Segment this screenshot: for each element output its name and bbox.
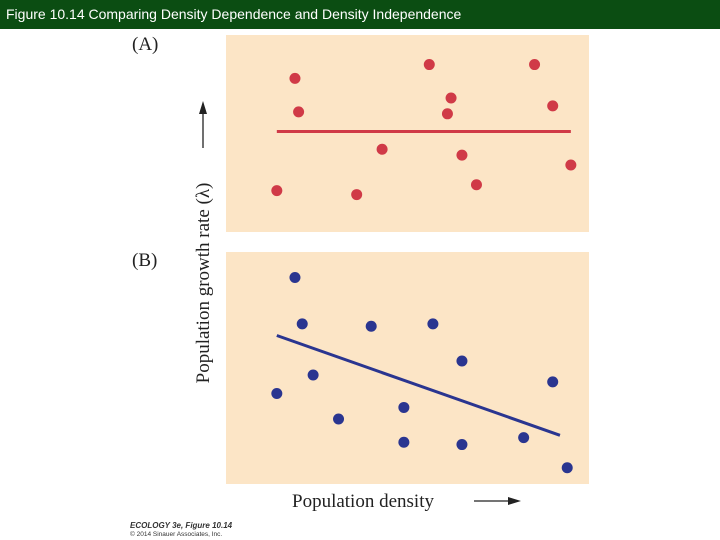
panel-b-data-point — [456, 439, 468, 451]
panel-b-label: (B) — [132, 250, 157, 271]
panel-a-data-point — [547, 100, 559, 112]
panel-b-data-point — [456, 355, 468, 367]
y-axis-arrowhead — [199, 101, 207, 114]
panel-a-plot — [271, 59, 577, 201]
panel-b-data-point — [561, 462, 573, 474]
panel-a-data-point — [423, 59, 435, 71]
panel-a-data-point — [351, 189, 363, 201]
panel-b-background — [226, 252, 589, 484]
panel-a-data-point — [271, 185, 283, 197]
panel-a-data-point — [529, 59, 541, 71]
panel-a-data-point — [445, 92, 457, 104]
panel-b-data-point — [427, 318, 439, 330]
panel-b-data-point — [398, 401, 410, 413]
panel-a-data-point — [293, 106, 305, 118]
credit-line-1: ECOLOGY 3e, Figure 10.14 — [130, 521, 233, 530]
panel-b-plot — [271, 272, 573, 474]
panel-a-data-point — [470, 179, 482, 191]
panel-a-data-point — [289, 72, 301, 84]
panel-a-data-point — [441, 108, 453, 120]
panel-b-data-point — [518, 432, 530, 444]
panel-a-data-point — [376, 143, 388, 155]
panel-b-data-point — [271, 388, 283, 400]
x-axis-label: Population density — [292, 491, 434, 512]
panel-a-data-point — [456, 149, 468, 161]
panel-b-data-point — [398, 436, 410, 448]
credit-line-2: © 2014 Sinauer Associates, Inc. — [130, 531, 223, 538]
panel-b-data-point — [307, 369, 319, 381]
y-axis-label: Population growth rate (λ) — [193, 183, 214, 384]
page-title: Figure 10.14 Comparing Density Dependenc… — [6, 6, 462, 22]
panel-b-trend-line — [276, 334, 561, 437]
title-bar: Figure 10.14 Comparing Density Dependenc… — [0, 0, 720, 29]
panel-a-background — [226, 35, 589, 232]
panel-b-data-point — [365, 320, 377, 332]
x-axis-arrowhead — [508, 497, 521, 505]
panel-a-label: (A) — [132, 34, 158, 55]
panel-b-data-point — [547, 376, 559, 388]
panel-b-data-point — [289, 272, 301, 284]
panel-a-data-point — [565, 159, 577, 171]
panel-b-data-point — [296, 318, 308, 330]
panel-b-data-point — [333, 413, 345, 425]
